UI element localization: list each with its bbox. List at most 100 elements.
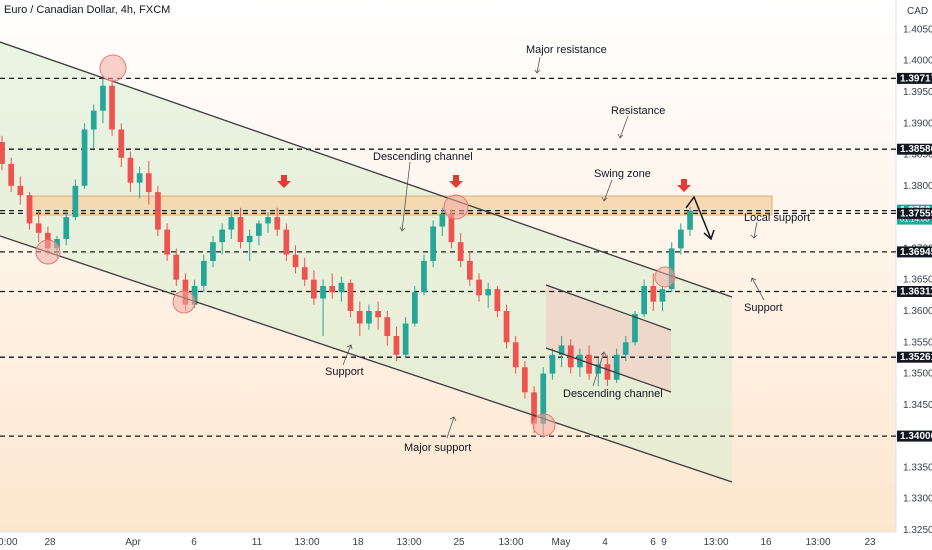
candle [329,273,336,299]
candle [72,179,79,221]
candle-body [109,85,115,130]
y-tick-label: 1.39500 [903,87,932,98]
annotation-swing-zone: Swing zone [594,168,651,180]
candle [522,361,528,399]
candle [301,257,308,286]
annotation-major-resistance: Major resistance [526,44,607,56]
candle-body [155,192,161,230]
candle-body [72,185,79,218]
price-label-box [897,207,932,219]
candle [90,104,97,149]
candle [485,282,491,308]
candles [0,76,693,438]
candle-body [375,311,381,318]
candle [201,254,207,293]
pointer-resistance [617,115,629,139]
candle-body [659,289,666,302]
annotation-local-support: Local support [744,212,810,224]
candle-body [531,392,537,424]
candle-body [604,364,611,380]
y-tick-label: 1.33000 [903,494,932,505]
candle-body [191,286,198,305]
candle [155,185,161,236]
candle-body [283,229,290,255]
candle [393,326,400,361]
y-tick-label: 1.33500 [903,462,932,473]
swing-zone [26,195,773,216]
pivot-circle [35,239,61,265]
annotation-support-left: Support [325,366,364,378]
candle [283,223,290,261]
candle-body [622,342,629,355]
candle-body [485,289,491,296]
price-label: 1.39717 [900,73,932,84]
candle-body [613,354,620,380]
candle-body [476,279,482,296]
price-label-box [897,143,932,155]
price-label-box [897,286,932,297]
candle [558,336,565,368]
candle [604,354,611,387]
x-tick-label: Apr [125,537,141,548]
candle-body [650,286,657,302]
x-tick-label: 11 [252,537,263,548]
candle [641,279,647,318]
candle [430,220,436,268]
pivot-circle [532,413,556,437]
candle [366,304,372,330]
annotation-support-right: Support [744,302,783,314]
y-tick-label: 1.38500 [903,150,932,161]
candle [421,254,427,296]
candle [246,229,253,261]
small-channel-upper-line [545,284,672,331]
candle-body [118,129,125,158]
candle-body [421,260,427,293]
candle-body [393,336,400,355]
candle-body [678,229,684,249]
candle [265,212,271,233]
candle [81,123,88,189]
candle [26,192,33,230]
price-label: 1.34000 [900,431,932,442]
candle [100,76,106,124]
candle [292,245,299,274]
candle [8,157,14,193]
red-down-arrow [277,175,291,188]
candle-body [338,282,345,293]
candle-body [63,217,70,239]
candle-body [402,323,409,355]
candle-body [219,229,225,243]
candle [338,276,345,302]
pivot-circle [99,54,127,82]
pointer-support-left [342,344,353,366]
candle-body [430,226,436,261]
candle-body [164,229,170,255]
candle [228,210,235,239]
pointer-swing-zone [601,179,613,202]
candle [549,348,556,380]
candle-body [173,254,180,280]
price-axis-background [896,0,932,532]
x-tick-label: 13:00 [498,537,523,548]
annotation-pointers [342,56,765,439]
x-ticks: 00:0028Apr61113:001813:002513:00May46913… [0,537,876,548]
x-tick-label: 23 [864,537,876,548]
price-label: 1.36945 [900,247,932,258]
currency-label: CAD [907,6,928,17]
candle [118,123,125,168]
candle-body [329,286,336,293]
candle-body [586,354,592,374]
channel-lower-line [0,235,733,483]
candle-body [687,210,693,230]
candle [439,207,446,236]
candle-body [8,163,14,186]
pointer-descending-channel-small [592,351,607,387]
annotation-major-support: Major support [404,442,471,454]
small-channel-fill [546,285,671,392]
candle [256,220,262,246]
channel-upper-line [0,41,733,298]
candle [311,270,317,305]
